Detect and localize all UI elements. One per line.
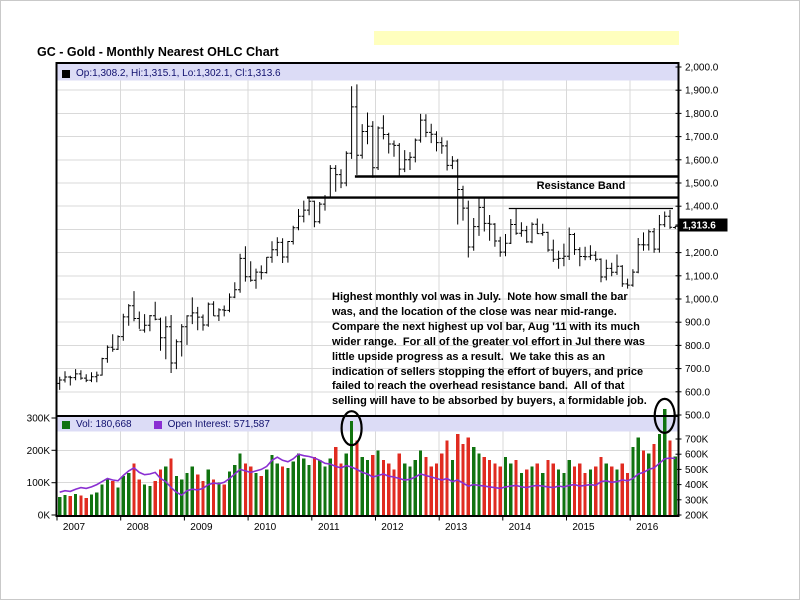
price-axis-label: 1,400.0 — [685, 202, 719, 213]
open-interest-legend-swatch — [153, 420, 162, 429]
open-interest-line — [59, 453, 676, 497]
oi-axis-label: 500K — [685, 465, 709, 476]
price-legend-strip — [57, 64, 678, 81]
price-axis-label: 2,000.0 — [685, 63, 719, 74]
oi-axis-label: 200K — [685, 511, 709, 522]
year-label: 2013 — [445, 522, 468, 533]
page-title: GC - Gold - Monthly Nearest OHLC Chart — [37, 45, 279, 59]
price-axis-label: 800.0 — [685, 341, 710, 352]
ohlc-legend-swatch — [62, 69, 70, 78]
price-axis-label: 1,600.0 — [685, 155, 719, 166]
volume-axis-label: 300K — [27, 414, 51, 425]
open-interest-legend-text: Open Interest: 571,587 — [167, 419, 270, 430]
commentary-line: indication of sellers stopping the effor… — [332, 365, 644, 378]
year-label: 2007 — [63, 522, 86, 533]
year-label: 2008 — [127, 522, 150, 533]
ohlc-bars — [57, 84, 678, 390]
price-axis-label: 1,000.0 — [685, 295, 719, 306]
year-label: 2009 — [190, 522, 213, 533]
price-legend: Op:1,308.2, Hi:1,315.1, Lo:1,302.1, Cl:1… — [62, 68, 281, 79]
highlight-strip — [374, 31, 679, 45]
price-axis-label: 700.0 — [685, 364, 710, 375]
oi-axis-label: 400K — [685, 480, 709, 491]
commentary-line: wider range. For all of the greater vol … — [332, 335, 645, 348]
price-axis-label: 1,500.0 — [685, 179, 719, 190]
resistance-band-label: Resistance Band — [536, 180, 626, 192]
oi-axis-label: 600K — [685, 450, 709, 461]
volume-legend-text: Vol: 180,668 — [76, 419, 132, 430]
price-axis-label: 1,700.0 — [685, 132, 719, 143]
price-axis-label: 1,900.0 — [685, 86, 719, 97]
price-axis-label: 900.0 — [685, 318, 710, 329]
current-price-tag: 1,313.6 — [675, 218, 728, 232]
year-label: 2015 — [572, 522, 595, 533]
volume-legend-swatch — [62, 420, 70, 429]
commentary-line: failed to reach the overhead resistance … — [332, 380, 625, 393]
price-axis-label: 1,200.0 — [685, 248, 719, 259]
price-axis-label: 1,800.0 — [685, 109, 719, 120]
commentary-line: selling will have to be absorbed by buye… — [332, 395, 647, 408]
oi-axis-label: 300K — [685, 495, 709, 506]
volume-legend: Vol: 180,668 Open Interest: 571,587 — [62, 419, 270, 430]
resistance-lines — [307, 175, 678, 210]
commentary-text: Highest monthly vol was in July. Note ho… — [332, 290, 647, 409]
oi-axis-label: 700K — [685, 435, 709, 446]
year-label: 2011 — [318, 522, 340, 533]
volume-legend-strip — [57, 417, 678, 432]
price-axis-label: 500.0 — [685, 411, 710, 422]
volume-axis-label: 0K — [38, 511, 51, 522]
commentary-line: was, and the location of the close was n… — [332, 305, 617, 318]
year-label: 2010 — [254, 522, 277, 533]
year-label: 2014 — [509, 522, 532, 533]
volume-axis-label: 200K — [27, 446, 51, 457]
commentary-line: Highest monthly vol was in July. Note ho… — [332, 291, 628, 303]
pane-borders — [55, 62, 680, 517]
axes: 500.0 600.0 700.0 800.0 900.0 1,000.0 1,100.0 1… — [27, 63, 719, 534]
price-axis-label: 1,100.0 — [685, 271, 719, 282]
year-label: 2012 — [381, 522, 404, 533]
volume-axis-label: 100K — [27, 478, 51, 489]
price-axis-label: 600.0 — [685, 387, 710, 398]
svg-text:1,313.6: 1,313.6 — [683, 221, 717, 232]
price-legend-text: Op:1,308.2, Hi:1,315.1, Lo:1,302.1, Cl:1… — [76, 68, 281, 79]
commentary-line: Compare the next highest up vol bar, Aug… — [332, 320, 640, 333]
commentary-line: little upside progress as a result. We t… — [332, 350, 606, 363]
year-label: 2016 — [636, 522, 659, 533]
